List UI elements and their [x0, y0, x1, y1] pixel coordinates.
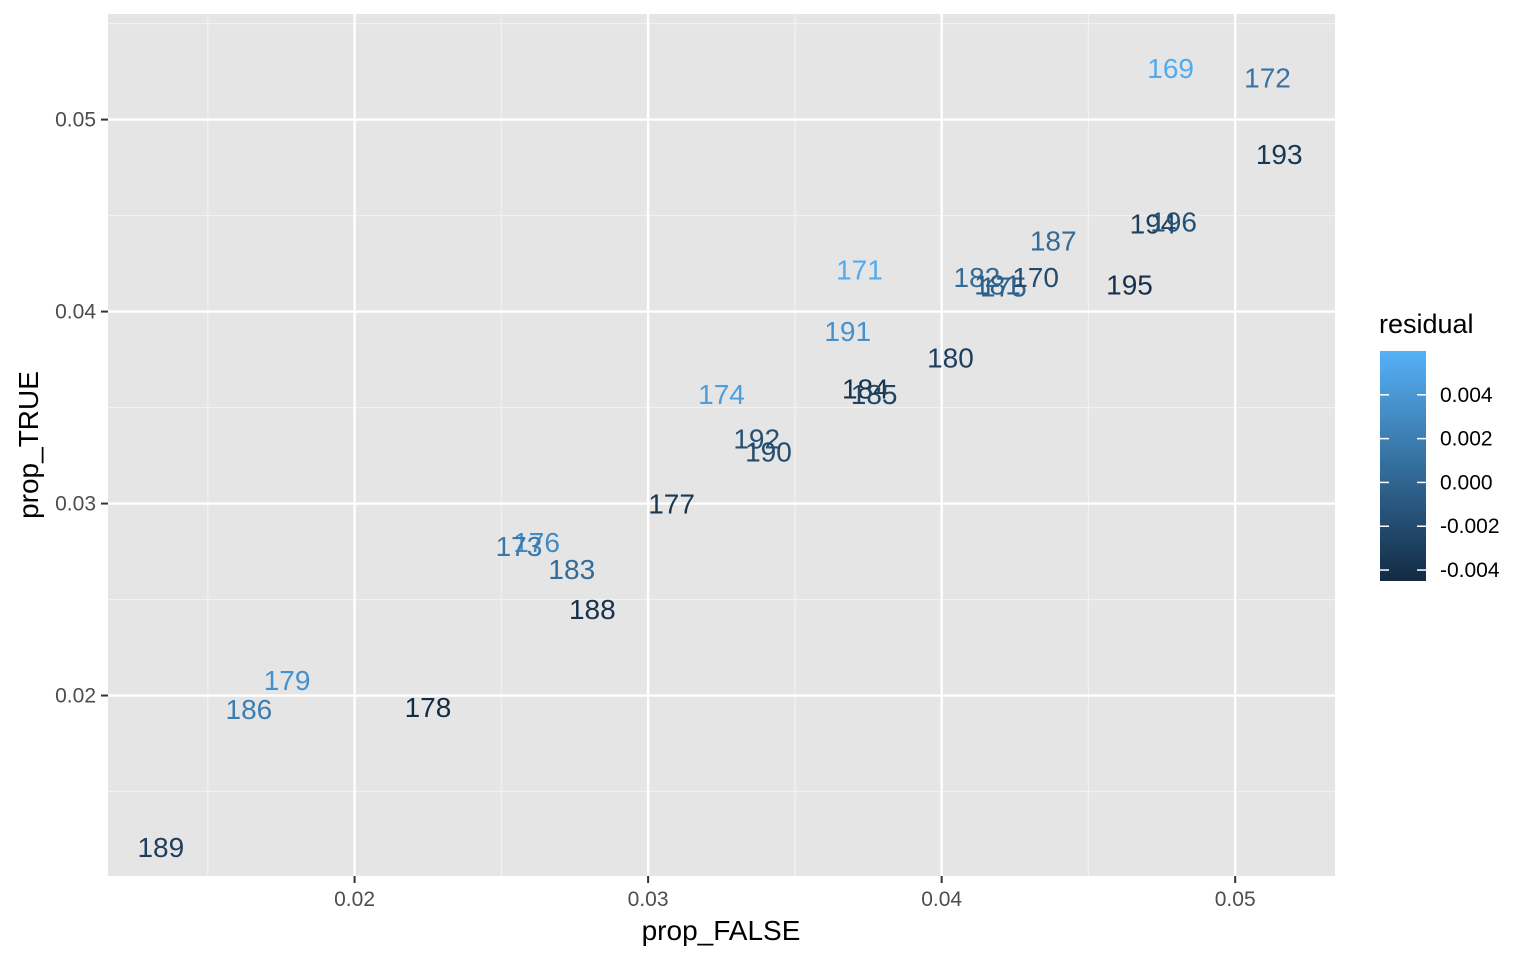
legend-title: residual: [1379, 309, 1474, 339]
x-tick-label: 0.03: [628, 888, 669, 911]
point-label-193: 193: [1256, 139, 1303, 170]
y-axis-title: prop_TRUE: [13, 371, 44, 519]
point-label-178: 178: [405, 692, 452, 723]
point-label-196: 196: [1150, 206, 1197, 237]
y-tick-label: 0.04: [55, 301, 96, 324]
point-label-186: 186: [226, 694, 273, 725]
point-label-185: 185: [851, 379, 898, 410]
panel-background: [108, 14, 1335, 876]
point-label-191: 191: [824, 316, 871, 347]
point-label-176: 176: [513, 527, 560, 558]
x-axis-title: prop_FALSE: [642, 915, 801, 946]
point-label-177: 177: [648, 489, 695, 520]
point-label-180: 180: [927, 343, 974, 374]
point-label-179: 179: [264, 665, 311, 696]
x-tick-label: 0.02: [334, 888, 375, 911]
legend-break-label: -0.004: [1440, 559, 1500, 582]
legend-colorbar: [1380, 351, 1426, 581]
point-label-190: 190: [745, 437, 792, 468]
point-label-187: 187: [1030, 226, 1077, 257]
point-label-188: 188: [569, 594, 616, 625]
y-axis: 0.02 0.03 0.04 0.05: [55, 109, 108, 708]
legend-break-label: 0.002: [1440, 428, 1493, 451]
point-label-189: 189: [137, 832, 184, 863]
point-label-195: 195: [1106, 270, 1153, 301]
x-tick-label: 0.05: [1215, 888, 1256, 911]
point-label-175: 175: [980, 272, 1027, 303]
point-label-183: 183: [548, 554, 595, 585]
color-legend: residual 0.004 0.002 0.000 -0.002 -0.004: [1379, 309, 1500, 582]
legend-ticks: 0.004 0.002 0.000 -0.002 -0.004: [1380, 384, 1500, 582]
y-tick-label: 0.05: [55, 109, 96, 132]
point-label-174: 174: [698, 379, 745, 410]
major-gridlines: [108, 14, 1335, 876]
y-tick-label: 0.03: [55, 493, 96, 516]
minor-gridlines: [108, 14, 1335, 876]
x-axis: 0.02 0.03 0.04 0.05: [334, 876, 1256, 911]
point-label-182: 182: [954, 262, 1001, 293]
point-label-169: 169: [1147, 53, 1194, 84]
x-tick-label: 0.04: [921, 888, 962, 911]
point-label-172: 172: [1244, 62, 1291, 93]
point-label-194: 194: [1130, 208, 1177, 239]
point-label-184: 184: [842, 373, 889, 404]
point-label-173: 173: [496, 531, 543, 562]
point-label-181: 181: [974, 270, 1021, 301]
legend-break-label: 0.000: [1440, 471, 1493, 494]
point-label-171: 171: [836, 254, 883, 285]
point-label-170: 170: [1012, 262, 1059, 293]
y-tick-label: 0.02: [55, 685, 96, 708]
legend-break-label: -0.002: [1440, 515, 1500, 538]
legend-break-label: 0.004: [1440, 384, 1493, 407]
point-label-192: 192: [733, 423, 780, 454]
